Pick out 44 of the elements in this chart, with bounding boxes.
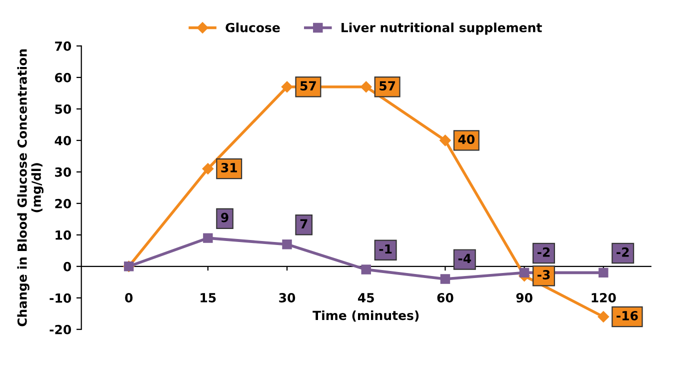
point xyxy=(440,134,451,146)
y-tick-label: 10 xyxy=(56,230,72,240)
y-tick-label: 0 xyxy=(64,262,72,272)
x-tick-label: 15 xyxy=(200,293,216,302)
point xyxy=(202,163,214,174)
y-tick-label: 20 xyxy=(55,198,72,208)
point xyxy=(282,239,292,250)
point xyxy=(598,311,610,322)
point xyxy=(598,268,608,278)
point xyxy=(203,233,213,243)
x-tick-label: 0 xyxy=(125,293,133,302)
data-label: -1 xyxy=(379,244,392,254)
x-axis-title: Time (minutes) xyxy=(312,310,419,322)
point xyxy=(519,268,530,278)
point xyxy=(360,81,372,93)
data-label: 57 xyxy=(380,81,396,91)
y-tick-label: 30 xyxy=(55,167,72,177)
y-tick-label: 70 xyxy=(55,41,72,51)
data-label: -2 xyxy=(538,247,550,257)
data-label: 7 xyxy=(300,219,308,228)
x-tick-label: 60 xyxy=(437,293,454,302)
x-tick-label: 30 xyxy=(279,293,296,302)
data-label: 31 xyxy=(221,162,237,172)
y-tick-label: 60 xyxy=(55,72,72,82)
data-label: 9 xyxy=(221,212,228,222)
data-label: -3 xyxy=(538,270,550,280)
legend-label: Glucose xyxy=(226,22,280,32)
data-label: 40 xyxy=(458,134,475,144)
y-axis-title: Change in Blood Glucose Concentration (mg/dl) xyxy=(17,49,44,326)
data-label: -2 xyxy=(616,247,629,257)
x-tick-label: 120 xyxy=(592,293,616,302)
x-tick-label: 90 xyxy=(516,293,532,302)
y-tick-label: 50 xyxy=(55,104,72,114)
x-tick-label: 45 xyxy=(358,293,374,302)
y-tick-label: 40 xyxy=(54,136,72,146)
point xyxy=(281,81,293,93)
y-tick-label: -10 xyxy=(50,293,72,303)
point xyxy=(361,264,371,274)
legend-label: Liver nutritional supplement xyxy=(342,22,542,35)
data-label: -16 xyxy=(616,310,638,320)
data-label: 57 xyxy=(300,81,316,91)
y-tick-label: -20 xyxy=(50,324,72,334)
point xyxy=(440,274,450,284)
data-label: -4 xyxy=(458,254,472,263)
